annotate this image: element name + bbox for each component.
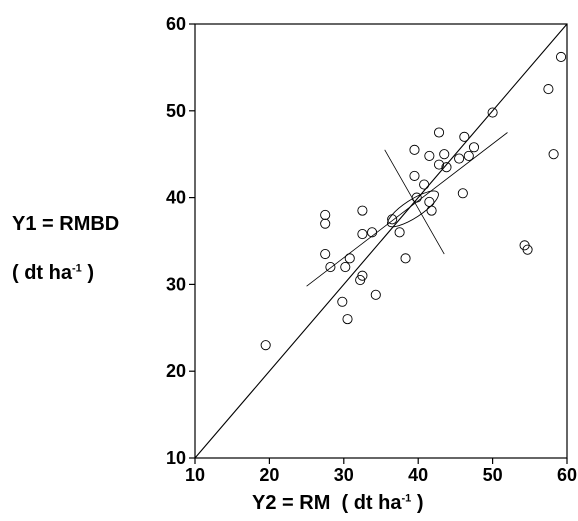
- y-axis-label-main: Y1 = RMBD: [12, 213, 120, 235]
- confidence-ellipse: [387, 190, 439, 228]
- y-axis-unit-close: ): [81, 262, 94, 284]
- data-point: [320, 209, 331, 221]
- data-point: [548, 149, 559, 160]
- plot-frame: [194, 23, 568, 459]
- data-point: [487, 107, 498, 118]
- data-point: [370, 289, 381, 300]
- ellipse-shape: [387, 190, 439, 228]
- data-point: [344, 253, 355, 264]
- data-point: [424, 150, 435, 161]
- data-point: [342, 314, 353, 325]
- x-axis-unit-close: ): [411, 492, 424, 514]
- data-point: [260, 340, 271, 351]
- y-axis-label: Y1 = RMBD: [12, 213, 119, 236]
- data-point: [522, 244, 533, 255]
- data-point: [555, 51, 567, 63]
- x-tick-label: 20: [259, 465, 279, 485]
- data-point: [457, 188, 468, 199]
- x-axis-unit-open: ( dt ha: [341, 492, 402, 514]
- data-point: [320, 218, 331, 229]
- data-point: [387, 214, 398, 225]
- x-axis-unit-sup: -1: [401, 492, 412, 505]
- data-point: [357, 229, 368, 240]
- data-point: [367, 227, 378, 238]
- data-point: [411, 192, 422, 203]
- data-point: [325, 261, 336, 273]
- y-tick-label: 50: [166, 101, 186, 121]
- data-point: [357, 270, 368, 281]
- y-tick-label: 10: [166, 448, 186, 468]
- data-point: [441, 162, 452, 173]
- data-point: [320, 248, 331, 260]
- data-point: [409, 170, 420, 181]
- fit-lines: [194, 23, 568, 459]
- data-point: [468, 142, 480, 153]
- data-point: [424, 196, 435, 207]
- x-tick-label: 60: [557, 465, 577, 485]
- data-point: [400, 253, 411, 264]
- data-point: [409, 144, 420, 155]
- data-point: [433, 127, 445, 138]
- x-tick-label: 10: [185, 465, 205, 485]
- y-axis-unit: ( dt ha-1 ): [12, 262, 94, 285]
- y-tick-label: 30: [166, 274, 186, 294]
- data-point: [419, 179, 430, 190]
- data-point: [394, 227, 405, 238]
- data-point: [463, 150, 474, 161]
- x-tick-label: 30: [334, 465, 354, 485]
- data-point: [543, 84, 554, 95]
- data-point: [454, 153, 465, 164]
- data-point: [340, 261, 351, 273]
- y-tick-label: 60: [166, 14, 186, 34]
- data-point: [337, 296, 348, 307]
- tick-marks: [189, 23, 568, 464]
- y-tick-labels: 10 20 30 40 50 60: [166, 14, 186, 468]
- data-points: [260, 51, 567, 351]
- major-axis-line: [306, 132, 508, 287]
- x-axis-label-main: Y2 = RM: [252, 492, 331, 514]
- y-tick-label: 40: [166, 188, 186, 208]
- y-axis-unit-open: ( dt ha: [12, 262, 72, 284]
- data-point: [439, 149, 450, 160]
- x-axis-label: Y2 = RM ( dt ha-1 ): [252, 492, 423, 515]
- data-point: [357, 205, 368, 216]
- x-tick-labels: 10 20 30 40 50 60: [185, 465, 577, 485]
- x-tick-label: 50: [483, 465, 503, 485]
- x-tick-label: 40: [408, 465, 428, 485]
- data-point: [459, 131, 470, 142]
- y-axis-unit-sup: -1: [72, 262, 82, 275]
- y-tick-label: 20: [166, 361, 186, 381]
- data-point: [426, 205, 437, 216]
- identity-line: [194, 23, 568, 459]
- data-point: [433, 159, 445, 170]
